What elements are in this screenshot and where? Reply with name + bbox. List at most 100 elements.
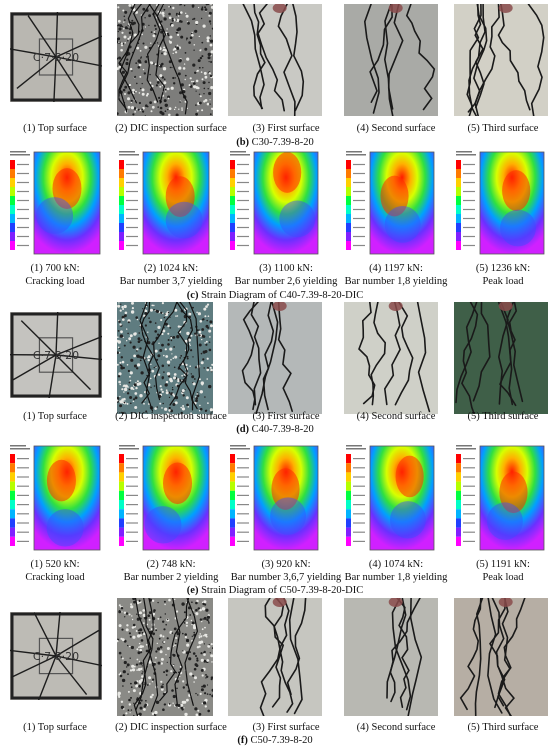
crack-line (241, 302, 259, 411)
crack-line (264, 598, 294, 713)
crack-line (487, 598, 503, 714)
crack-line (262, 302, 275, 411)
strain-caption-event: Bar number 1,8 yielding (344, 276, 448, 287)
crack-line (383, 302, 401, 406)
crack-line (55, 335, 102, 356)
panel-caption: (2) DIC inspection surface (115, 722, 227, 733)
crack-line (33, 612, 57, 657)
strain-caption-event: Bar number 3,7 yielding (119, 276, 223, 287)
crack-line (139, 302, 154, 412)
crack-line (140, 302, 154, 404)
subfigure-title: (b) C30-7.39-8-20 (0, 137, 550, 149)
panel-caption: (5) Third surface (467, 722, 539, 733)
specimen-marking: C·7·8·20 (33, 349, 79, 362)
crack-surface-photo (454, 302, 548, 414)
strain-contour-plot (8, 442, 104, 554)
strain-caption-load: (2) 748 kN: (146, 559, 196, 570)
strain-caption-load: (3) 1100 kN: (259, 263, 313, 274)
strain-caption-event: Bar number 1,8 yielding (344, 572, 448, 583)
crack-line (277, 302, 293, 412)
strain-caption-event: Cracking load (25, 572, 85, 583)
crack-line (407, 598, 423, 716)
crack-line (467, 4, 500, 113)
crack-line (27, 15, 57, 58)
top-surface-photo: C·7·8·20 (10, 612, 102, 700)
crack-line (472, 302, 491, 402)
crack-line (474, 4, 485, 109)
crack-line (55, 629, 100, 657)
top-surface-photo: C·7·8·20 (10, 312, 102, 398)
strain-contour-plot (8, 148, 104, 258)
strain-caption-event: Bar number 2 yielding (123, 572, 219, 583)
crack-line (55, 612, 61, 657)
crack-surface-photo (344, 302, 438, 414)
panel-caption: (1) Top surface (23, 722, 87, 733)
crack-line (271, 598, 285, 708)
crack-line (394, 302, 414, 406)
crack-line (286, 598, 307, 696)
crack-line (148, 4, 167, 104)
crack-line (10, 48, 57, 58)
crack-line (252, 4, 266, 110)
crack-line (474, 598, 484, 716)
strain-caption-event: Peak load (482, 572, 524, 583)
crack-surface-photo (454, 598, 548, 716)
panel-caption: (4) Second surface (356, 722, 436, 733)
subfigure-letter: (d) (236, 424, 250, 435)
crack-line (55, 312, 59, 356)
subfigure-title: (f) C50-7.39-8-20 (0, 735, 550, 747)
crack-line (188, 302, 201, 411)
crack-line (16, 56, 57, 89)
strain-contour-plot (117, 442, 213, 554)
panel-caption: (3) First surface (252, 411, 320, 422)
panel-caption: (5) Third surface (467, 411, 539, 422)
strain-contour-plot (344, 148, 438, 258)
crack-line (466, 4, 482, 116)
crack-surface-photo (344, 598, 438, 716)
crack-line (497, 598, 512, 716)
crack-line (369, 4, 393, 103)
crack-line (176, 302, 198, 410)
strain-caption-load: (1) 700 kN: (30, 263, 80, 274)
strain-caption-load: (5) 1236 kN: (475, 263, 531, 274)
top-surface-photo: C·7·8·20 (10, 12, 102, 102)
subfigure-title: (c) Strain Diagram of C40-7.39-8-20-DIC (0, 290, 550, 302)
crack-line (405, 4, 436, 111)
crack-line (506, 302, 524, 403)
crack-line (10, 655, 57, 679)
crack-line (20, 320, 57, 356)
crack-line (499, 302, 518, 407)
crack-surface-photo (454, 4, 548, 116)
strain-caption-event: Bar number 2,6 yielding (234, 276, 338, 287)
strain-contour-plot (454, 442, 548, 554)
strain-contour-plot (228, 442, 322, 554)
crack-line (459, 598, 482, 711)
crack-line (184, 598, 199, 706)
crack-line (119, 4, 151, 113)
crack-line (135, 598, 154, 711)
crack-line (288, 598, 303, 715)
crack-line (153, 302, 178, 401)
strain-caption-load: (4) 1197 kN: (369, 263, 423, 274)
strain-contour-plot (454, 148, 548, 258)
crack-line (146, 4, 161, 103)
crack-line (363, 4, 380, 114)
dic-surface-photo (117, 302, 213, 414)
panel-caption: (5) Third surface (467, 123, 539, 134)
crack-line (250, 302, 262, 406)
subfigure-text: Strain Diagram of C40-7.39-8-20-DIC (201, 290, 364, 301)
crack-line (10, 649, 57, 657)
crack-line (134, 598, 159, 712)
specimen-marking: C·7·8·20 (33, 51, 79, 64)
dic-surface-photo (117, 4, 213, 116)
crack-line (461, 302, 479, 414)
panel-caption: (4) Second surface (356, 411, 436, 422)
subfigure-title: (d) C40-7.39-8-20 (0, 424, 550, 436)
strain-caption-event: Peak load (482, 276, 524, 287)
crack-line (12, 354, 57, 381)
crack-line (55, 655, 88, 696)
crack-line (119, 4, 137, 104)
crack-line (172, 598, 183, 705)
crack-line (255, 302, 279, 414)
panel-caption: (4) Second surface (356, 123, 436, 134)
